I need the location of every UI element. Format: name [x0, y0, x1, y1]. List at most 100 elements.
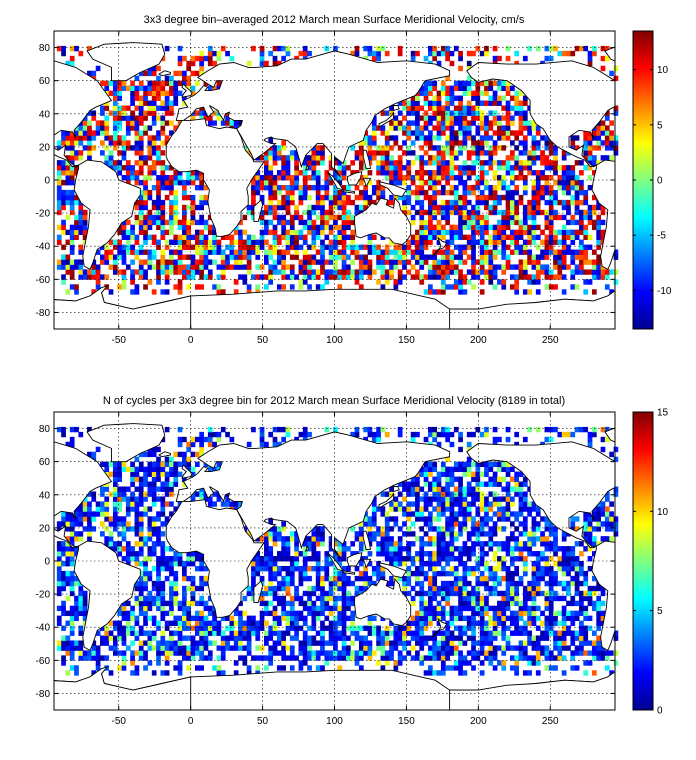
data-bin — [453, 165, 459, 171]
data-bin — [423, 590, 429, 597]
data-bin — [186, 269, 192, 275]
data-bin — [367, 561, 373, 567]
data-bin — [164, 610, 170, 617]
data-bin — [544, 580, 550, 587]
data-bin — [505, 204, 511, 211]
data-bin — [432, 259, 438, 265]
data-bin — [78, 650, 84, 656]
data-bin — [514, 590, 520, 597]
data-bin — [367, 630, 373, 636]
data-bin — [121, 279, 127, 285]
data-bin — [591, 145, 597, 151]
data-bin — [497, 85, 502, 91]
data-bin — [69, 274, 75, 280]
data-bin — [328, 595, 334, 602]
data-bin — [272, 570, 278, 577]
data-bin — [440, 580, 446, 587]
data-bin — [61, 130, 66, 136]
data-bin — [125, 165, 131, 171]
data-bin — [346, 269, 351, 275]
data-bin — [147, 194, 153, 201]
data-bin — [561, 150, 567, 156]
data-bin — [475, 620, 481, 626]
data-bin — [328, 541, 334, 547]
data-bin — [272, 595, 278, 602]
data-bin — [294, 160, 299, 166]
data-bin — [104, 630, 110, 636]
data-bin — [570, 140, 576, 146]
data-bin — [497, 630, 502, 636]
data-bin — [74, 575, 79, 582]
data-bin — [380, 565, 386, 572]
data-bin — [492, 175, 498, 181]
data-bin — [501, 224, 507, 231]
data-bin — [488, 224, 494, 231]
velocity-bins — [56, 45, 619, 295]
data-bin — [333, 600, 338, 607]
data-bin — [298, 600, 304, 607]
data-bin — [216, 80, 222, 87]
data-bin — [164, 175, 170, 181]
data-bin — [87, 130, 92, 136]
data-bin — [535, 561, 541, 567]
data-bin — [402, 140, 407, 146]
data-bin — [130, 289, 135, 295]
data-bin — [548, 575, 554, 582]
data-bin — [173, 284, 179, 290]
data-bin — [264, 551, 269, 557]
data-bin — [276, 551, 282, 557]
data-bin — [522, 590, 528, 597]
data-bin — [501, 145, 507, 151]
data-bin — [121, 244, 127, 250]
data-bin — [82, 120, 88, 126]
data-bin — [147, 175, 153, 181]
data-bin — [544, 556, 550, 562]
data-bin — [268, 209, 274, 216]
data-bin — [328, 239, 334, 245]
data-bin — [229, 244, 235, 250]
data-bin — [492, 194, 498, 201]
data-bin — [333, 630, 338, 636]
landmass — [431, 236, 448, 257]
data-bin — [397, 546, 403, 552]
data-bin — [415, 625, 420, 631]
data-bin — [363, 269, 368, 275]
data-bin — [406, 625, 412, 631]
data-bin — [397, 160, 403, 166]
data-bin — [453, 570, 459, 577]
data-bin — [591, 264, 597, 270]
data-bin — [78, 590, 84, 597]
data-bin — [130, 610, 135, 617]
data-bin — [302, 55, 308, 62]
data-bin — [479, 170, 485, 176]
data-bin — [397, 660, 403, 666]
data-bin — [307, 585, 312, 592]
data-bin — [561, 605, 567, 612]
data-bin — [449, 184, 455, 191]
data-bin — [285, 165, 291, 171]
data-bin — [402, 125, 407, 131]
data-bin — [255, 655, 261, 661]
data-bin — [380, 165, 386, 171]
data-bin — [121, 605, 127, 612]
data-bin — [65, 645, 71, 651]
data-bin — [445, 180, 450, 186]
data-bin — [199, 585, 204, 592]
data-bin — [199, 595, 204, 602]
data-bin — [531, 204, 537, 211]
data-bin — [440, 279, 446, 285]
data-bin — [471, 229, 476, 236]
data-bin — [436, 105, 442, 111]
data-bin — [130, 90, 135, 96]
data-bin — [471, 204, 476, 211]
data-bin — [367, 239, 373, 245]
data-bin — [475, 259, 481, 265]
data-bin — [544, 546, 550, 552]
data-bin — [548, 199, 554, 206]
data-bin — [587, 214, 593, 221]
data-bin — [186, 234, 192, 240]
data-bin — [492, 585, 498, 592]
data-bin — [251, 655, 256, 661]
y-tick-label: -60 — [36, 275, 51, 286]
data-bin — [156, 214, 161, 221]
